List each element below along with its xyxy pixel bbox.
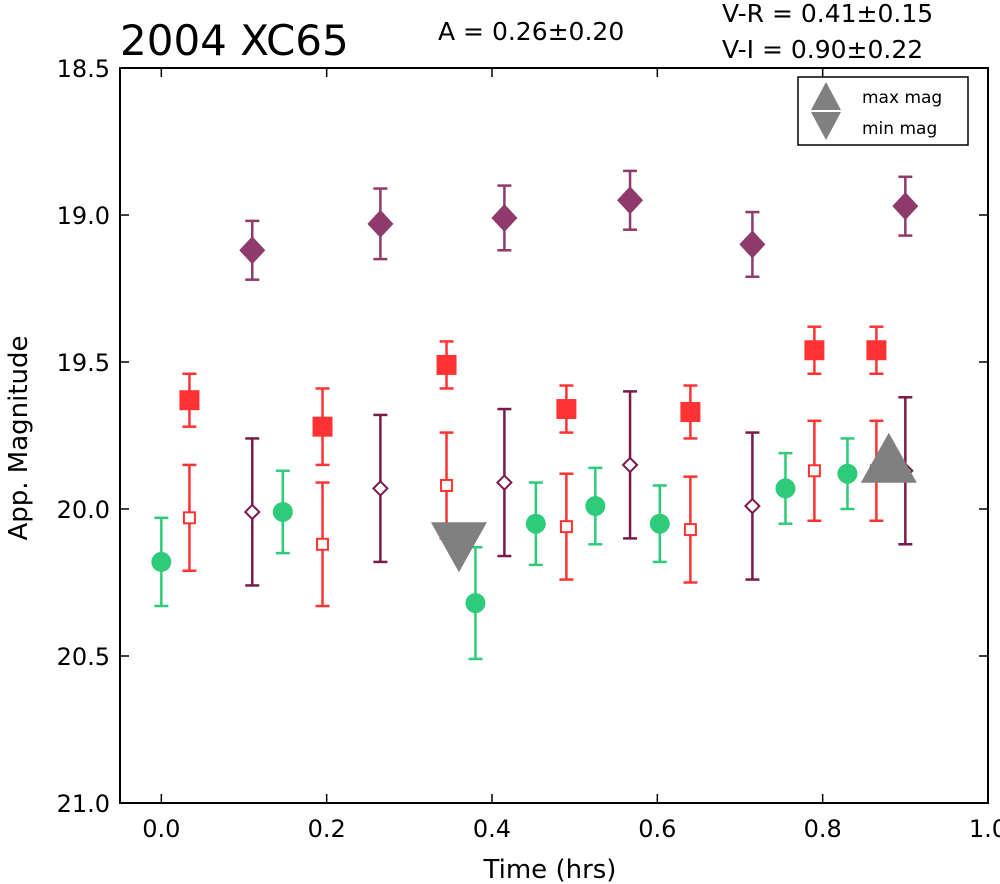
data-point-open-diamond — [495, 474, 513, 491]
y-tick-label: 21.0 — [57, 790, 110, 818]
y-tick-label: 20.5 — [57, 643, 110, 671]
data-point-diamond — [491, 203, 518, 232]
error-bars — [154, 169, 913, 661]
legend-min-label: min mag — [862, 119, 937, 139]
data-point-open-square — [316, 537, 330, 551]
data-point-circle — [649, 513, 670, 534]
x-tick-label: 0.4 — [473, 815, 511, 843]
data-point-circle — [525, 513, 546, 534]
data-point-circle — [775, 478, 796, 499]
data-point-circle — [151, 551, 172, 572]
x-tick-label: 0.0 — [142, 815, 180, 843]
x-tick-label: 0.6 — [638, 815, 676, 843]
legend-max-label: max mag — [862, 88, 942, 108]
x-tick-label: 1.0 — [969, 815, 1000, 843]
data-point-diamond — [617, 186, 644, 215]
data-point-open-square — [683, 523, 697, 537]
min-mag-marker — [430, 522, 487, 573]
axes: 0.0 0.2 0.4 0.6 0.8 1.0 18.5 19.0 19.5 20.0 20.5 21… — [57, 55, 1000, 843]
data-point-square — [680, 401, 701, 422]
v-r-color-label: V-R = 0.41±0.15 — [722, 0, 933, 28]
y-axis-label: App. Magnitude — [4, 335, 34, 540]
data-point-square — [312, 416, 333, 437]
data-point-circle — [465, 593, 486, 614]
data-point-open-diamond — [621, 456, 639, 474]
data-point-circle — [585, 496, 606, 517]
plot-frame — [119, 67, 989, 804]
y-tick-label: 19.5 — [57, 349, 110, 377]
x-tick-label: 0.2 — [308, 815, 346, 843]
data-point-square — [556, 399, 577, 420]
legend-min-marker-icon — [811, 112, 841, 140]
max-mag-marker — [860, 432, 917, 483]
chart-title: 2004 XC65 — [120, 16, 349, 65]
data-point-square — [804, 340, 825, 361]
data-point-open-square — [807, 464, 821, 478]
y-tick-label: 19.0 — [57, 202, 110, 230]
data-point-open-diamond — [371, 480, 389, 497]
legend: max mag min mag — [797, 76, 969, 146]
extrema-markers — [430, 432, 917, 573]
data-point-open-square — [182, 511, 196, 525]
data-point-open-square — [440, 478, 454, 492]
data-point-diamond — [892, 192, 919, 221]
data-point-square — [436, 354, 457, 375]
y-tick-label: 18.5 — [57, 55, 110, 83]
data-point-diamond — [239, 236, 266, 265]
data-point-open-square — [559, 520, 573, 534]
data-point-circle — [837, 463, 858, 484]
data-point-diamond — [739, 230, 766, 259]
data-point-open-diamond — [743, 497, 761, 515]
legend-max-marker-icon — [811, 82, 841, 110]
x-tick-label: 0.8 — [804, 815, 842, 843]
v-i-color-label: V-I = 0.90±0.22 — [722, 35, 923, 64]
data-point-square — [179, 390, 200, 411]
data-point-square — [866, 340, 887, 361]
data-point-circle — [272, 501, 293, 522]
y-tick-label: 20.0 — [57, 496, 110, 524]
data-point-diamond — [367, 209, 394, 238]
amplitude-label: A = 0.26±0.20 — [438, 17, 624, 46]
data-point-open-diamond — [243, 503, 261, 521]
x-axis-label: Time (hrs) — [483, 855, 617, 884]
